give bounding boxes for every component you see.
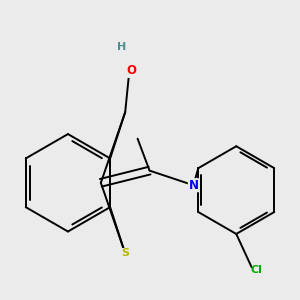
Text: H: H	[117, 43, 127, 52]
Text: Cl: Cl	[250, 265, 262, 275]
Text: O: O	[127, 64, 137, 77]
Text: S: S	[121, 248, 129, 259]
Text: N: N	[188, 179, 198, 192]
